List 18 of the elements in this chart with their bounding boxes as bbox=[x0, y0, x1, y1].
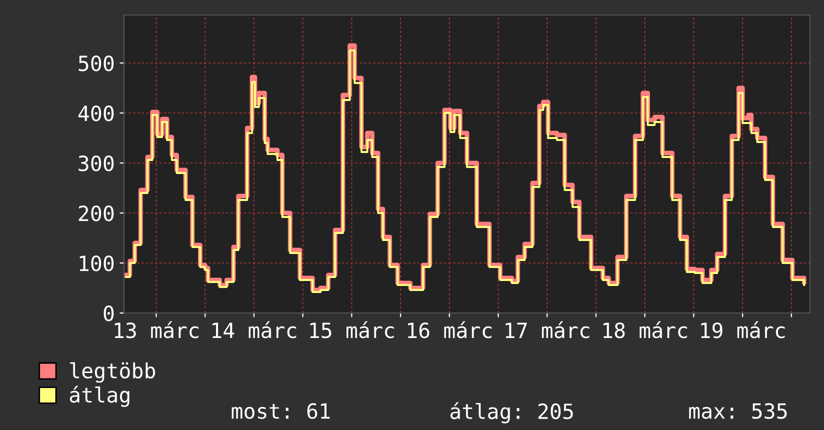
x-tick-label: 16 márc bbox=[408, 321, 492, 338]
y-tick-label: 200 bbox=[78, 206, 114, 222]
y-tick-label: 500 bbox=[78, 56, 114, 72]
y-tick-label: 400 bbox=[78, 106, 114, 122]
x-tick-label: 14 márc bbox=[212, 321, 296, 338]
x-tick-label: 18 márc bbox=[603, 321, 688, 338]
x-tick-label: 13 márc bbox=[114, 321, 198, 338]
x-tick-label: 17 márc bbox=[506, 321, 590, 338]
text: max: 535 bbox=[689, 403, 787, 419]
x-tick-label: 15 márc bbox=[310, 321, 394, 338]
legend-label: átlag bbox=[70, 386, 130, 407]
x-tick-label: 19 márc bbox=[701, 321, 785, 338]
y-tick-label: 100 bbox=[80, 256, 114, 272]
text: átlag: 205 bbox=[450, 402, 573, 424]
y-tick-label: 0 bbox=[104, 306, 114, 322]
legend-label: legtöbb bbox=[70, 362, 156, 383]
text: most: 61 bbox=[232, 403, 330, 419]
y-tick-label: 300 bbox=[78, 156, 114, 172]
